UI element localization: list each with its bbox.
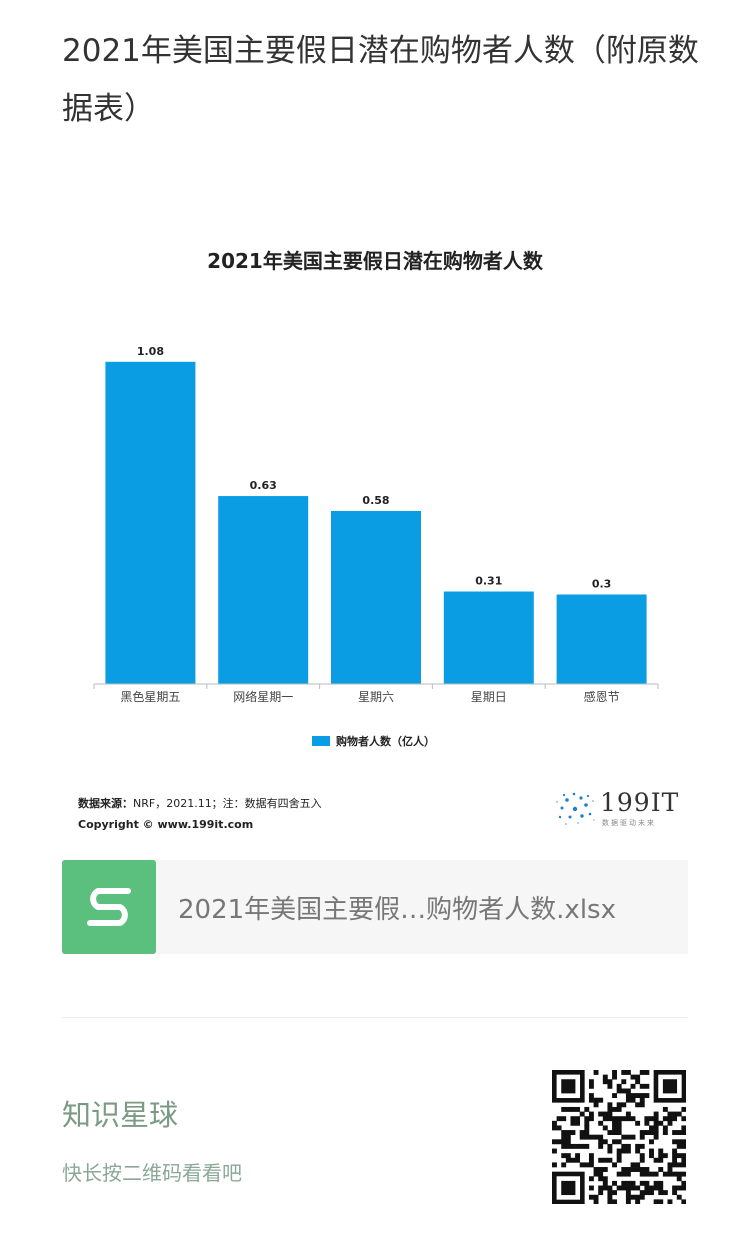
tick-label-3: 星期日 <box>471 690 507 704</box>
bar-2 <box>331 510 421 684</box>
data-label-2: 0.58 <box>362 494 389 507</box>
bar-0 <box>105 361 196 684</box>
copyright-text: Copyright © www.199it.com <box>78 818 254 831</box>
spreadsheet-s-icon <box>62 860 156 954</box>
legend-label: 购物者人数（亿人） <box>336 734 435 748</box>
source-label: 数据来源： <box>78 797 133 810</box>
legend: 购物者人数（亿人） <box>312 734 435 748</box>
data-label-1: 0.63 <box>250 479 277 492</box>
logo-text: 199IT <box>600 788 680 817</box>
tick-label-2: 星期六 <box>358 690 394 704</box>
attachment-filename[interactable]: 2021年美国主要假…购物者人数.xlsx <box>178 895 616 925</box>
bar-4 <box>556 594 647 684</box>
attachment-card[interactable]: 2021年美国主要假…购物者人数.xlsx <box>62 860 688 954</box>
tick-label-1: 网络星期一 <box>233 689 293 704</box>
tick-label-0: 黑色星期五 <box>120 690 180 704</box>
divider <box>62 1017 688 1018</box>
tick-label-4: 感恩节 <box>584 689 620 704</box>
chart-title: 2021年美国主要假日潜在购物者人数 <box>207 249 544 273</box>
data-label-0: 1.08 <box>137 345 164 358</box>
data-label-4: 0.3 <box>592 578 612 591</box>
article-title: 2021年美国主要假日潜在购物者人数（附原数据表） <box>62 33 699 127</box>
bar-3 <box>443 591 534 684</box>
bar-1 <box>218 496 309 684</box>
logo-tagline: 数据驱动未来 <box>602 819 656 827</box>
chart-source: 数据来源：NRF，2021.11；注：数据有四舍五入 Copyright © w… <box>78 793 322 835</box>
legend-swatch <box>312 736 330 746</box>
chart-image: 2021年美国主要假日潜在购物者人数 1.08 0.63 0.58 0.31 0.3 黑… <box>62 228 688 838</box>
data-label-3: 0.31 <box>475 575 502 588</box>
bar-chart: 2021年美国主要假日潜在购物者人数 1.08 0.63 0.58 0.31 0.3 黑… <box>93 249 659 748</box>
promo-subtitle: 快长按二维码看看吧 <box>62 1161 242 1185</box>
dandelion-icon <box>556 792 595 825</box>
brand-logo: 199IT 数据驱动未来 <box>552 788 682 830</box>
promo-title: 知识星球 <box>62 1098 179 1132</box>
qr-code-icon[interactable] <box>552 1070 687 1205</box>
source-text: NRF，2021.11；注：数据有四舍五入 <box>133 797 322 810</box>
